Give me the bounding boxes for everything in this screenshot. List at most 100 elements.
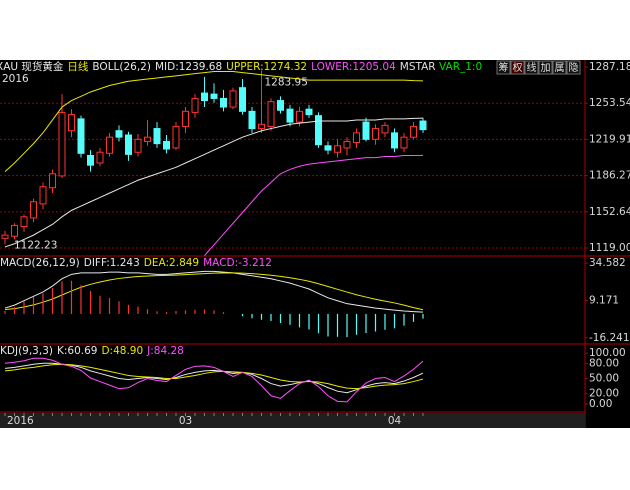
candle-body <box>239 87 246 112</box>
x-tick-label: 03 <box>179 415 192 427</box>
plot-area <box>4 270 424 338</box>
candle-body <box>229 90 237 108</box>
toolbar-button-box[interactable] <box>496 60 511 75</box>
legend-entry: MACD:-3.212 <box>203 257 272 269</box>
series-line <box>4 357 424 403</box>
toolbar-button[interactable]: 线 <box>524 60 539 75</box>
toolbar-button-label[interactable]: 加 <box>541 62 551 74</box>
candle-body <box>163 140 170 150</box>
series-line <box>4 363 424 390</box>
candle-body <box>30 201 37 219</box>
y-tick-label: 80.00 <box>589 357 619 369</box>
series-line <box>4 117 424 248</box>
y-tick-label: 34.582 <box>589 257 626 269</box>
candle-body <box>39 186 47 205</box>
plot-area <box>4 357 424 403</box>
candle-body <box>267 101 275 127</box>
candle-body <box>248 110 256 130</box>
toolbar-button-box[interactable] <box>510 60 525 75</box>
toolbar-button-box[interactable] <box>538 60 553 75</box>
toolbar-button-box[interactable] <box>566 60 581 75</box>
panel-title: KDJ(9,3,3) <box>0 345 53 357</box>
candle-body <box>391 132 398 149</box>
candle-body <box>172 125 180 149</box>
candle-body <box>372 128 379 140</box>
candle-body <box>296 110 303 123</box>
toolbar-button[interactable]: 筹 <box>496 60 511 75</box>
candle-body <box>106 136 113 154</box>
indicator-label: BOLL(26,2) <box>92 61 151 73</box>
candle-body <box>305 108 313 116</box>
period-label: 日线 <box>67 60 88 73</box>
high-label: 1283.95 <box>265 76 308 88</box>
candle-body <box>258 123 265 130</box>
indicator-label: MSTAR <box>400 61 436 73</box>
legend-entry: LOWER:1205.04 <box>311 61 396 73</box>
low-label: 1122.23 <box>14 240 57 252</box>
toolbar-button-label[interactable]: 隐 <box>569 62 579 74</box>
series-line <box>4 362 424 394</box>
y-tick-label: 100.00 <box>589 347 626 359</box>
y-tick-label: 9.171 <box>589 294 619 306</box>
y-tick-label: 20.00 <box>589 388 619 400</box>
candle-body <box>115 130 123 138</box>
x-axis-strip <box>0 413 585 428</box>
panel-title: XAU 现货黄金 <box>0 60 64 73</box>
series-line <box>4 270 424 313</box>
candle-body <box>315 115 322 146</box>
indicator-label: VAR_1:0 <box>439 61 482 73</box>
candle-body <box>191 97 199 113</box>
toolbar-button[interactable]: 加 <box>538 60 553 75</box>
toolbar-button[interactable]: 属 <box>552 60 567 75</box>
candle-body <box>182 110 189 127</box>
toolbar-button-label[interactable]: 筹 <box>499 61 509 74</box>
candle-body <box>220 97 227 108</box>
candle-body <box>1 234 9 239</box>
toolbar-button-box[interactable] <box>524 60 539 75</box>
y-tick-label: 1119.00 <box>589 242 630 254</box>
candle-body <box>381 124 389 134</box>
candle-body <box>362 121 370 140</box>
series-line <box>4 71 424 172</box>
candle-body <box>343 140 351 149</box>
toolbar-button-box[interactable] <box>552 60 567 75</box>
toolbar-button[interactable]: 权 <box>510 60 525 75</box>
panel-title: MACD(26,12,9) <box>0 257 80 269</box>
panel-header: MACD(26,12,9) DIFF:1.243 DEA:2.849 MACD:-3.… <box>0 257 272 269</box>
candle-body <box>11 224 18 237</box>
legend-entry: UPPER:1274.32 <box>226 61 307 73</box>
year-label: 2016 <box>2 73 29 85</box>
candle-body <box>324 145 332 151</box>
y-tick-label: 1287.18 <box>589 61 630 73</box>
panel-header: KDJ(9,3,3) K:60.69 D:48.90 J:84.28 <box>0 345 184 357</box>
y-tick-label: 1253.54 <box>589 97 630 109</box>
candle-body <box>144 136 151 142</box>
toolbar-button-label[interactable]: 线 <box>527 61 537 74</box>
legend-entry: DIFF:1.243 <box>84 257 140 269</box>
candle-body <box>277 100 284 111</box>
toolbar-button-label[interactable]: 属 <box>555 62 565 74</box>
candle-body <box>153 128 161 145</box>
legend-entry: D:48.90 <box>101 345 143 357</box>
candle-body <box>96 151 104 164</box>
toolbar-button[interactable]: 隐 <box>566 60 581 75</box>
candle-body <box>68 114 75 132</box>
y-tick-label: -16.241 <box>589 332 630 344</box>
legend-entry: K:60.69 <box>57 345 97 357</box>
y-tick-label: 50.00 <box>589 373 619 385</box>
legend-entry: MID:1239.68 <box>155 61 222 73</box>
legend-entry: DEA:2.849 <box>144 257 199 269</box>
candle-body <box>334 145 341 153</box>
legend-entry: J:84.28 <box>146 345 184 357</box>
x-tick-label: 2016 <box>7 415 34 427</box>
candle-body <box>87 154 94 166</box>
toolbar-button-label[interactable]: 权 <box>513 61 523 74</box>
candle-body <box>286 108 294 123</box>
candle-body <box>49 173 56 189</box>
candle-body <box>353 132 360 144</box>
series-line <box>204 154 424 256</box>
candle-body <box>20 216 28 228</box>
candle-body <box>419 120 427 131</box>
